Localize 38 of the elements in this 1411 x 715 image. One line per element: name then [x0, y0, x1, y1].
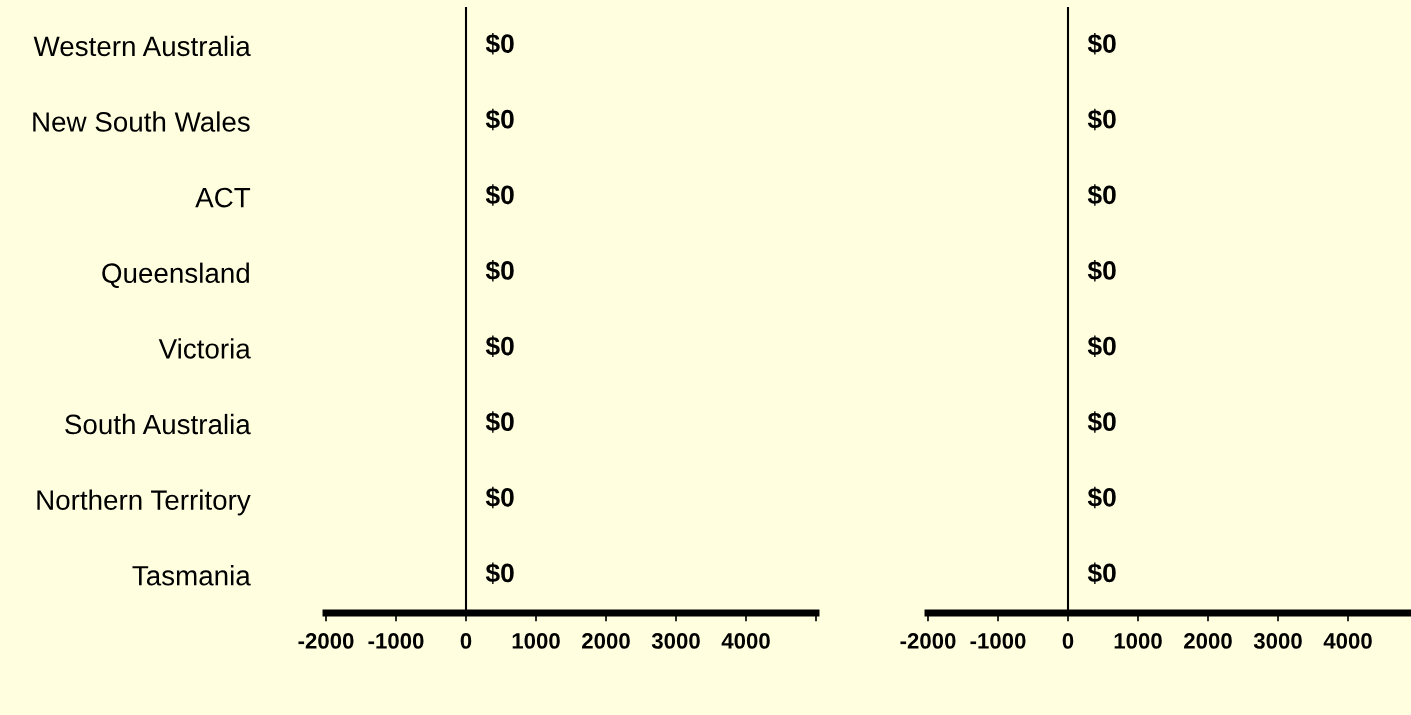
y-tick-label: Victoria	[158, 338, 251, 359]
x-tick-label: 3000	[1253, 633, 1302, 649]
x-tick-label: 2000	[1184, 633, 1232, 649]
data-label: $0	[485, 486, 514, 509]
data-label: $0	[1087, 562, 1116, 584]
data-label: $0	[485, 184, 514, 206]
x-tick-label: -2000	[900, 633, 956, 649]
x-tick-label: 4000	[721, 633, 770, 649]
x-tick-label: 2000	[582, 633, 630, 649]
data-label: $0	[1087, 411, 1116, 433]
data-label: $0	[1087, 33, 1116, 55]
x-tick-label: 1000	[1114, 633, 1162, 649]
x-tick-label: 4000	[1323, 633, 1372, 649]
x-tick-label: -1000	[970, 633, 1026, 649]
y-tick-label: Queensland	[102, 262, 249, 288]
data-label: $0	[485, 411, 514, 433]
data-label: $0	[485, 108, 514, 131]
y-tick-label: New South Wales	[33, 111, 250, 132]
data-label: $0	[1087, 486, 1116, 509]
data-label: $0	[1087, 335, 1116, 358]
data-label: $0	[1087, 108, 1116, 131]
y-tick-label: Northern Territory	[37, 489, 251, 516]
x-tick-label: 3000	[651, 633, 700, 649]
x-tick-label: 0	[460, 633, 472, 649]
data-label: $0	[485, 335, 514, 358]
data-label: $0	[1087, 259, 1116, 282]
data-label: $0	[485, 33, 514, 55]
x-tick-label: -2000	[298, 633, 354, 649]
x-tick-label: 1000	[512, 633, 560, 649]
data-label: $0	[1087, 184, 1116, 206]
x-tick-label: -1000	[368, 633, 424, 649]
data-label: $0	[485, 562, 514, 584]
y-tick-label: South Australia	[65, 413, 251, 435]
x-tick-label: 0	[1062, 633, 1074, 649]
y-tick-label: Tasmania	[132, 565, 251, 586]
y-tick-label: Western Australia	[33, 35, 251, 57]
data-label: $0	[485, 259, 514, 282]
y-tick-label: ACT	[195, 187, 251, 208]
